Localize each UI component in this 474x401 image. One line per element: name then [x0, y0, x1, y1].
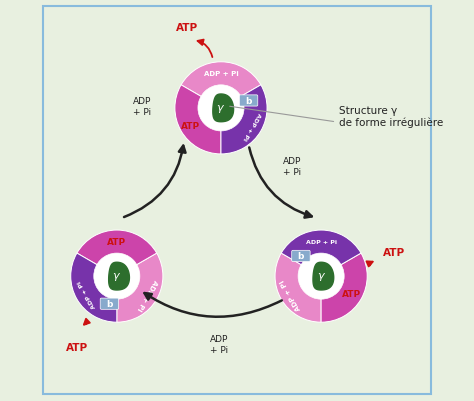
FancyBboxPatch shape [292, 251, 310, 262]
Circle shape [94, 253, 140, 300]
Circle shape [198, 85, 244, 132]
Text: ATP: ATP [181, 122, 200, 131]
Wedge shape [175, 85, 221, 154]
FancyBboxPatch shape [100, 298, 118, 310]
Wedge shape [221, 85, 267, 154]
Wedge shape [71, 253, 117, 322]
Wedge shape [281, 231, 361, 266]
Text: ADP + Pi: ADP + Pi [241, 111, 261, 141]
Wedge shape [275, 253, 321, 322]
Text: b: b [298, 252, 304, 261]
Text: ADP
+ Pi: ADP + Pi [283, 157, 301, 176]
Circle shape [298, 253, 344, 300]
Text: b: b [246, 97, 252, 106]
Text: ATP: ATP [342, 290, 361, 298]
Text: ADP
+ Pi: ADP + Pi [133, 97, 151, 116]
Polygon shape [109, 263, 129, 290]
Wedge shape [117, 253, 163, 322]
Wedge shape [181, 63, 261, 98]
Text: ADP + Pi: ADP + Pi [280, 277, 302, 310]
Text: ADP + Pi: ADP + Pi [77, 279, 96, 308]
Text: ATP: ATP [383, 247, 405, 257]
Wedge shape [77, 231, 157, 266]
Text: $\gamma$: $\gamma$ [317, 270, 326, 282]
Wedge shape [321, 253, 367, 322]
Text: $\gamma$: $\gamma$ [217, 103, 226, 115]
Text: ATP: ATP [176, 23, 198, 32]
Text: ATP: ATP [66, 342, 88, 352]
Polygon shape [313, 263, 334, 290]
Text: ADP
+ Pi: ADP + Pi [210, 334, 228, 354]
Text: ADP + Pi: ADP + Pi [204, 71, 238, 77]
FancyBboxPatch shape [239, 95, 258, 107]
Text: ADP + Pi: ADP + Pi [136, 277, 158, 310]
Text: ATP: ATP [107, 237, 127, 246]
Text: Structure γ
de forme irrégulière: Structure γ de forme irrégulière [339, 105, 443, 128]
Polygon shape [213, 95, 234, 122]
Text: b: b [106, 300, 113, 308]
Text: $\gamma$: $\gamma$ [112, 270, 121, 282]
Text: ADP + Pi: ADP + Pi [306, 239, 337, 244]
